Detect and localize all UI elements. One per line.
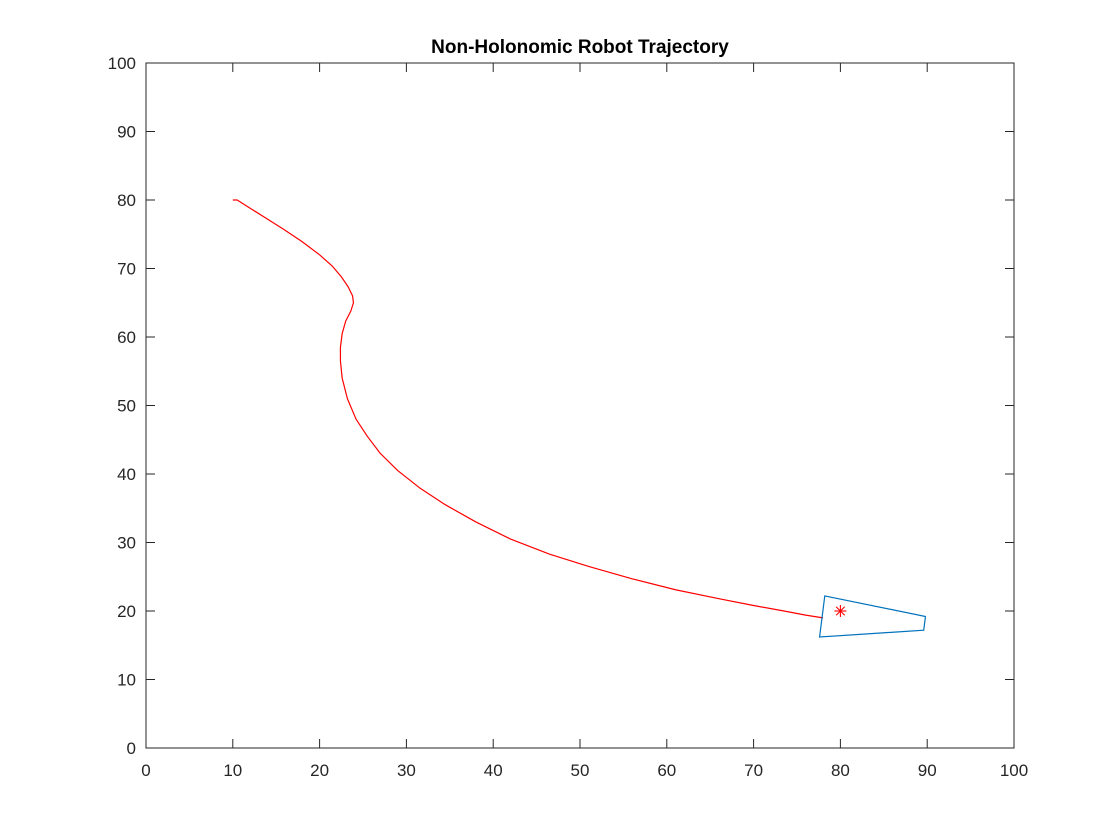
trajectory-line xyxy=(232,199,824,619)
chart-title: Non-Holonomic Robot Trajectory xyxy=(431,37,729,58)
x-tick-label: 20 xyxy=(310,761,329,780)
y-tick-label: 10 xyxy=(117,671,136,690)
y-tick-label: 80 xyxy=(117,191,136,210)
y-tick-label: 60 xyxy=(117,328,136,347)
plot-area xyxy=(232,199,927,638)
robot-center-marker xyxy=(834,605,847,617)
x-tick-label: 90 xyxy=(918,761,937,780)
axis-ticks: 0 10 20 30 40 50 60 70 80 90 100 0 10 20 30 40 50 60 70 80 9… xyxy=(108,54,1029,780)
x-tick-label: 50 xyxy=(571,761,590,780)
y-tick-label: 70 xyxy=(117,260,136,279)
robot-body xyxy=(818,595,927,638)
x-tick-label: 0 xyxy=(141,761,150,780)
x-tick-label: 10 xyxy=(223,761,242,780)
x-tick-label: 60 xyxy=(657,761,676,780)
y-tick-label: 20 xyxy=(117,602,136,621)
y-tick-label: 40 xyxy=(117,465,136,484)
x-tick-label: 100 xyxy=(1000,761,1028,780)
y-tick-label: 50 xyxy=(117,397,136,416)
x-tick-label: 70 xyxy=(744,761,763,780)
x-tick-label: 80 xyxy=(831,761,850,780)
x-tick-label: 30 xyxy=(397,761,416,780)
y-tick-label: 0 xyxy=(127,739,136,758)
y-tick-label: 30 xyxy=(117,534,136,553)
axes-box xyxy=(145,62,1015,749)
y-tick-label: 100 xyxy=(108,54,136,73)
y-tick-label: 90 xyxy=(117,123,136,142)
x-tick-label: 40 xyxy=(484,761,503,780)
